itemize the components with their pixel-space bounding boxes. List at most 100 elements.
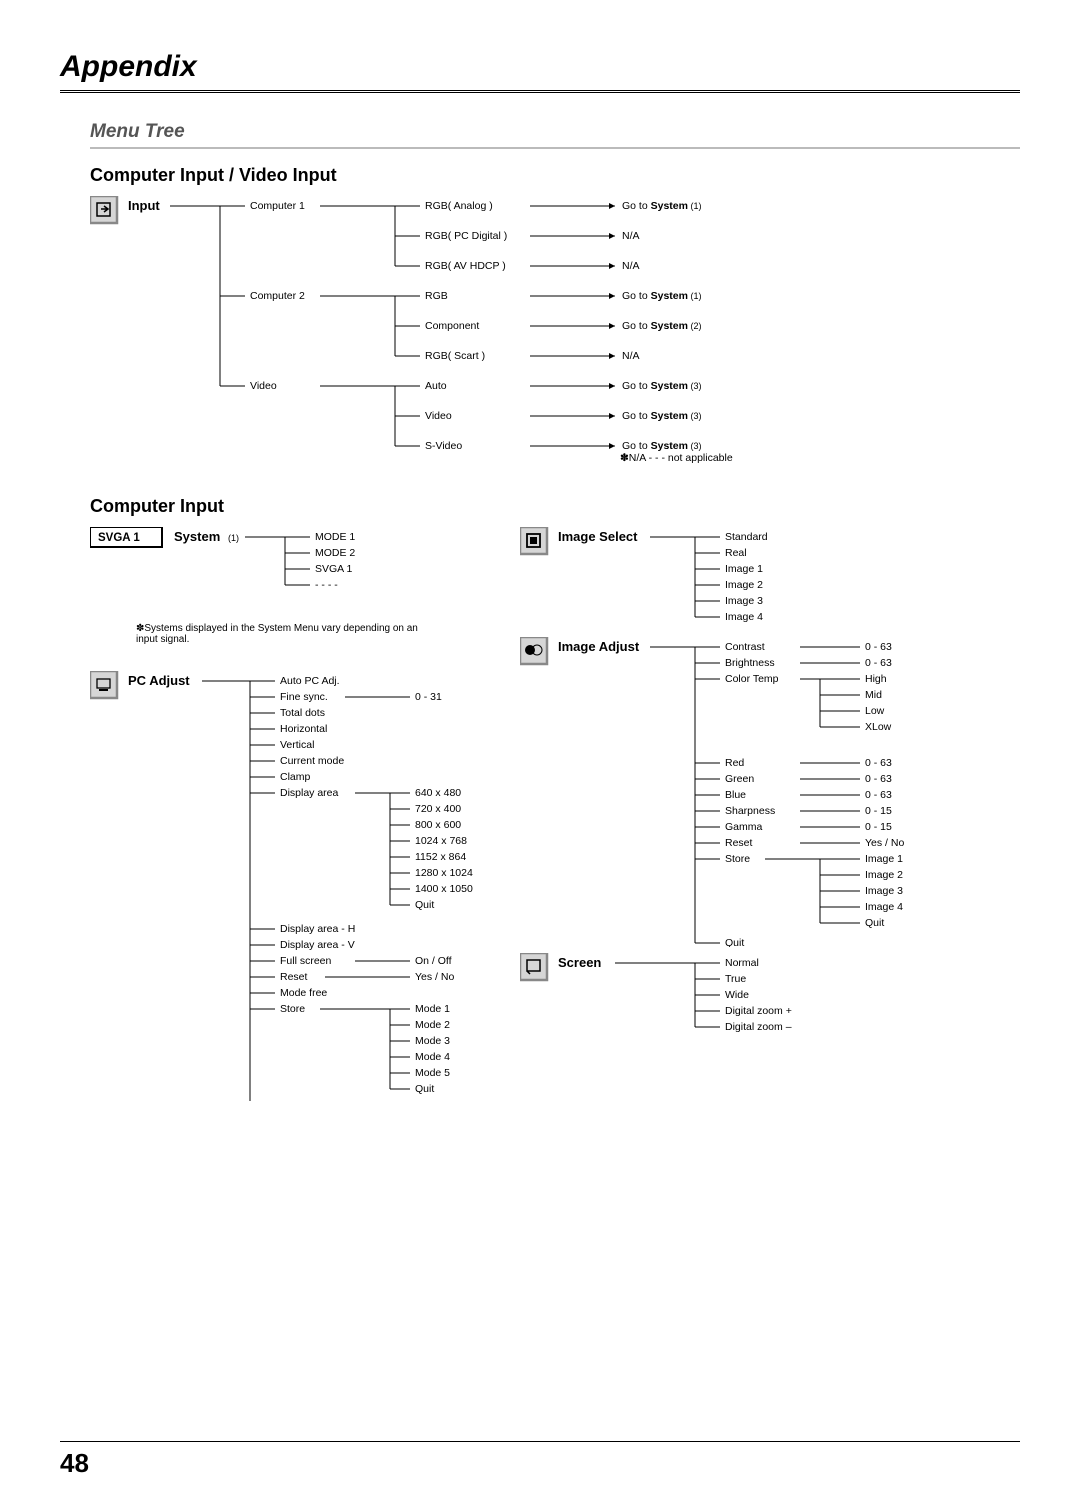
svg-text:1024 x 768: 1024 x 768: [415, 835, 467, 847]
svg-text:Component: Component: [425, 320, 479, 332]
svg-text:Image 3: Image 3: [865, 885, 903, 897]
svg-text:Image 2: Image 2: [865, 869, 903, 881]
svg-text:Image 3: Image 3: [725, 595, 763, 607]
svg-text:Mode 2: Mode 2: [415, 1019, 450, 1031]
svg-text:0 - 63: 0 - 63: [865, 641, 892, 653]
input-tree: Input Computer 1 Computer 2 Video RGB( Ana…: [90, 196, 1020, 486]
svg-text:- - - -: - - - -: [315, 579, 338, 591]
svg-text:Wide: Wide: [725, 989, 749, 1001]
svg-text:Vertical: Vertical: [280, 739, 314, 751]
svg-text:0 - 63: 0 - 63: [865, 757, 892, 769]
svg-text:Reset: Reset: [725, 837, 753, 849]
menu-tree-heading: Menu Tree: [90, 121, 1020, 149]
svg-text:Computer 1: Computer 1: [250, 200, 305, 212]
svg-text:Contrast: Contrast: [725, 641, 765, 653]
svg-text:Image 1: Image 1: [865, 853, 903, 865]
svg-text:Mode 1: Mode 1: [415, 1003, 450, 1015]
svg-text:Display area: Display area: [280, 787, 339, 799]
svg-text:1400 x 1050: 1400 x 1050: [415, 883, 473, 895]
svg-text:Image 2: Image 2: [725, 579, 763, 591]
svg-text:N/A: N/A: [622, 350, 640, 362]
svg-text:Go to System (2): Go to System (2): [622, 320, 701, 332]
svg-text:Green: Green: [725, 773, 754, 785]
svg-text:Digital zoom +: Digital zoom +: [725, 1005, 792, 1017]
svg-text:Video: Video: [425, 410, 452, 422]
page-title: Appendix: [60, 50, 1020, 93]
svg-text:Real: Real: [725, 547, 747, 559]
image-select-tree: Image Select Standard Real Image 1 Image 2 I…: [520, 527, 1020, 637]
svg-text:N/A: N/A: [622, 230, 640, 242]
page-number: 48: [60, 1441, 1020, 1479]
svg-text:640 x 480: 640 x 480: [415, 787, 461, 799]
svg-text:0 - 31: 0 - 31: [415, 691, 442, 703]
svg-text:Sharpness: Sharpness: [725, 805, 775, 817]
screen-tree: Screen Normal True Wide Digital zoom + Digit…: [520, 953, 1020, 1053]
pc-adjust-tree: PC Adjust Auto PC Adj. Fine sync. 0 - 31 To…: [90, 671, 520, 1101]
svg-text:Normal: Normal: [725, 957, 759, 969]
svg-text:Quit: Quit: [725, 937, 744, 947]
svg-text:Color Temp: Color Temp: [725, 673, 779, 685]
svg-text:0 - 63: 0 - 63: [865, 657, 892, 669]
svg-text:Standard: Standard: [725, 531, 768, 543]
svg-text:Mode 3: Mode 3: [415, 1035, 450, 1047]
section-heading-computer: Computer Input: [90, 496, 1020, 517]
svg-text:Image 4: Image 4: [725, 611, 763, 623]
svg-text:Horizontal: Horizontal: [280, 723, 327, 735]
svg-text:Image 1: Image 1: [725, 563, 763, 575]
svg-text:High: High: [865, 673, 887, 685]
svg-text:Gamma: Gamma: [725, 821, 763, 833]
svg-text:(1): (1): [228, 533, 239, 543]
svg-text:Mode 5: Mode 5: [415, 1067, 450, 1079]
svg-text:Computer 2: Computer 2: [250, 290, 305, 302]
svg-text:Go to System (1): Go to System (1): [622, 290, 701, 302]
svg-text:✽N/A - - - not applicable: ✽N/A - - - not applicable: [620, 452, 733, 464]
svg-text:Auto: Auto: [425, 380, 447, 392]
svg-text:Image Adjust: Image Adjust: [558, 639, 640, 654]
svg-text:0 - 63: 0 - 63: [865, 789, 892, 801]
svg-text:Brightness: Brightness: [725, 657, 775, 669]
svg-text:Screen: Screen: [558, 955, 601, 970]
section-heading-input: Computer Input / Video Input: [90, 165, 1020, 186]
input-tree-svg: Input Computer 1 Computer 2 Video RGB( Ana…: [90, 196, 1020, 486]
svg-text:Quit: Quit: [415, 1083, 434, 1095]
svg-text:Mid: Mid: [865, 689, 882, 701]
svg-text:Image Select: Image Select: [558, 529, 638, 544]
svg-text:RGB( Analog ): RGB( Analog ): [425, 200, 493, 212]
svg-text:Go to System (3): Go to System (3): [622, 380, 701, 392]
svg-text:RGB( PC Digital ): RGB( PC Digital ): [425, 230, 507, 242]
svg-text:Low: Low: [865, 705, 885, 717]
image-adjust-tree: Image Adjust Contrast 0 - 63 Brightness 0 -…: [520, 637, 1020, 947]
svg-text:720 x 400: 720 x 400: [415, 803, 461, 815]
svg-text:Clamp: Clamp: [280, 771, 311, 783]
system-note: ✽Systems displayed in the System Menu va…: [136, 623, 436, 645]
svg-text:Go to System (3): Go to System (3): [622, 440, 701, 452]
svg-text:True: True: [725, 973, 746, 985]
svg-text:Auto PC Adj.: Auto PC Adj.: [280, 675, 340, 687]
svg-text:Reset: Reset: [280, 971, 308, 983]
svg-text:Display area - H: Display area - H: [280, 923, 355, 935]
svg-text:MODE 2: MODE 2: [315, 547, 355, 559]
svg-text:Display area - V: Display area - V: [280, 939, 355, 951]
svg-text:Quit: Quit: [415, 899, 434, 911]
svg-text:Mode free: Mode free: [280, 987, 327, 999]
svg-text:XLow: XLow: [865, 721, 892, 733]
svg-text:RGB( AV HDCP ): RGB( AV HDCP ): [425, 260, 506, 272]
svg-text:✽: ✽: [620, 452, 629, 464]
svg-text:RGB: RGB: [425, 290, 448, 302]
svg-text:PC Adjust: PC Adjust: [128, 673, 190, 688]
svg-text:Digital zoom –: Digital zoom –: [725, 1021, 792, 1033]
svg-text:MODE 1: MODE 1: [315, 531, 355, 543]
svg-text:Go to System (3): Go to System (3): [622, 410, 701, 422]
svg-text:800 x 600: 800 x 600: [415, 819, 461, 831]
svg-text:RGB( Scart ): RGB( Scart ): [425, 350, 485, 362]
svg-text:Yes / No: Yes / No: [415, 971, 454, 983]
svg-text:0 - 63: 0 - 63: [865, 773, 892, 785]
svg-text:Video: Video: [250, 380, 277, 392]
system-tree: SVGA 1 System (1) MODE 1MODE 2SVGA 1- - …: [90, 527, 520, 617]
svg-text:Total dots: Total dots: [280, 707, 325, 719]
svg-text:Fine sync.: Fine sync.: [280, 691, 328, 703]
svg-text:System: System: [174, 529, 220, 544]
svg-text:Input: Input: [128, 198, 160, 213]
svg-text:Full screen: Full screen: [280, 955, 332, 967]
svg-text:On / Off: On / Off: [415, 955, 452, 967]
